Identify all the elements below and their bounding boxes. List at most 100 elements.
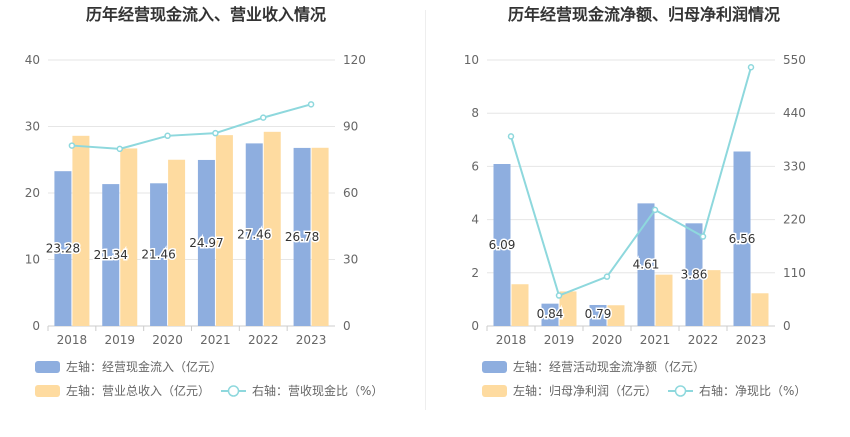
x-tick-label: 2019 — [104, 333, 135, 347]
bar-cash-inflow — [150, 183, 168, 326]
x-tick-label: 2018 — [496, 333, 527, 347]
y-left-tick-label: 40 — [25, 53, 40, 67]
line-point — [603, 273, 611, 280]
data-label: 24.97 — [189, 236, 223, 250]
bar-net-cashflow — [637, 203, 655, 326]
chart-cash-inflow-revenue: 历年经营现金流入、营业收入情况 0 10 20 30 40 0 30 60 90 120 2018 20… — [25, 5, 384, 398]
data-label: 21.46 — [141, 248, 175, 262]
y-left-tick-label: 2 — [471, 266, 479, 280]
series-line-net-cash-ratio — [510, 66, 752, 297]
legend-label: 右轴：营收现金比（%） — [252, 383, 383, 398]
line-point — [507, 133, 515, 140]
data-label: 0.79 — [585, 307, 612, 321]
bar-net-profit — [607, 305, 625, 326]
x-tick-label: 2022 — [248, 333, 279, 347]
bar-revenue — [168, 159, 186, 326]
bar-cash-inflow — [245, 143, 263, 326]
x-tick-label: 2018 — [57, 333, 88, 347]
y-left-tick-label: 6 — [471, 159, 479, 173]
legend-label: 左轴：营业总收入（亿元） — [66, 383, 210, 398]
y-right-tick-label: 30 — [343, 253, 358, 267]
line-point — [307, 101, 315, 108]
chart-title: 历年经营现金流净额、归母净利润情况 — [508, 5, 780, 24]
bar-net-cashflow — [493, 164, 511, 326]
y-left-tick-label: 20 — [25, 186, 40, 200]
y-right-tick-label: 0 — [343, 319, 351, 333]
x-tick-label: 2019 — [544, 333, 575, 347]
bar-net-profit — [751, 293, 769, 326]
y-right-tick-label: 60 — [343, 186, 358, 200]
x-tick-label: 2021 — [200, 333, 231, 347]
bar-net-cashflow — [685, 223, 703, 326]
bar-cash-inflow — [197, 159, 215, 326]
data-label: 21.34 — [94, 248, 128, 262]
line-point — [651, 206, 659, 214]
bar-cash-inflow — [293, 147, 311, 326]
y-left-tick-label: 8 — [471, 106, 479, 120]
line-point — [68, 142, 76, 149]
y-right-tick-label: 330 — [783, 159, 806, 173]
legend-line-marker — [674, 385, 687, 397]
bar-net-cashflow — [541, 303, 559, 326]
bar-revenue — [215, 135, 233, 326]
y-right-tick-label: 120 — [343, 53, 366, 67]
bar-net-profit — [703, 270, 721, 326]
legend-line-marker — [227, 385, 240, 397]
y-left-tick-label: 10 — [25, 253, 40, 267]
bar-net-cashflow — [589, 304, 607, 326]
legend-swatch — [35, 385, 60, 397]
panel-divider — [425, 10, 426, 410]
y-right-tick-label: 220 — [783, 213, 806, 227]
legend-swatch — [482, 361, 507, 373]
y-left-tick-label: 4 — [471, 213, 479, 227]
legend-label: 左轴：归母净利润（亿元） — [513, 383, 657, 398]
legend-label: 左轴：经营现金流入（亿元） — [66, 359, 222, 374]
y-left-tick-label: 10 — [464, 53, 479, 67]
bar-revenue — [72, 135, 90, 326]
line-point — [555, 292, 563, 299]
line-point — [699, 233, 707, 240]
y-left-tick-label: 0 — [471, 319, 479, 333]
y-right-tick-label: 90 — [343, 120, 358, 134]
x-tick-label: 2023 — [296, 333, 327, 347]
data-label: 26.78 — [285, 230, 319, 244]
data-label: 27.46 — [237, 228, 271, 242]
series-line-revenue-cash-ratio — [71, 103, 312, 150]
x-tick-label: 2020 — [592, 333, 623, 347]
x-tick-label: 2021 — [640, 333, 671, 347]
data-label: 6.09 — [489, 238, 516, 252]
bar-net-profit — [511, 284, 529, 326]
bar-revenue — [311, 147, 329, 326]
data-label: 0.84 — [537, 307, 564, 321]
y-left-tick-label: 0 — [32, 319, 40, 333]
legend-swatch — [482, 385, 507, 397]
legend-swatch — [35, 361, 60, 373]
x-tick-label: 2022 — [688, 333, 719, 347]
bar-net-cashflow — [733, 151, 751, 326]
data-label: 6.56 — [729, 232, 756, 246]
line-point — [212, 129, 219, 137]
data-label: 23.28 — [46, 242, 80, 256]
legend-label: 左轴：经营活动现金流净额（亿元） — [513, 359, 705, 374]
line-point — [260, 114, 267, 121]
data-label: 3.86 — [681, 268, 708, 282]
bar-revenue — [263, 131, 281, 326]
bar-revenue — [120, 148, 138, 326]
chart-net-cashflow-profit: 历年经营现金流净额、归母净利润情况 0 2 4 6 8 10 0 110 220 330 440 550… — [464, 5, 807, 398]
x-tick-label: 2020 — [152, 333, 183, 347]
bar-net-profit — [559, 291, 577, 326]
y-right-tick-label: 0 — [783, 319, 791, 333]
x-tick-label: 2023 — [736, 333, 767, 347]
bar-net-profit — [655, 274, 673, 326]
legend-label: 右轴：净现比（%） — [699, 383, 806, 398]
line-point — [116, 145, 123, 153]
y-right-tick-label: 550 — [783, 53, 806, 67]
bar-cash-inflow — [102, 184, 120, 326]
line-point — [164, 132, 171, 140]
y-right-tick-label: 440 — [783, 106, 806, 120]
y-left-tick-label: 30 — [25, 120, 40, 134]
bar-cash-inflow — [54, 171, 72, 326]
line-point — [747, 64, 755, 71]
y-right-tick-label: 110 — [783, 266, 806, 280]
